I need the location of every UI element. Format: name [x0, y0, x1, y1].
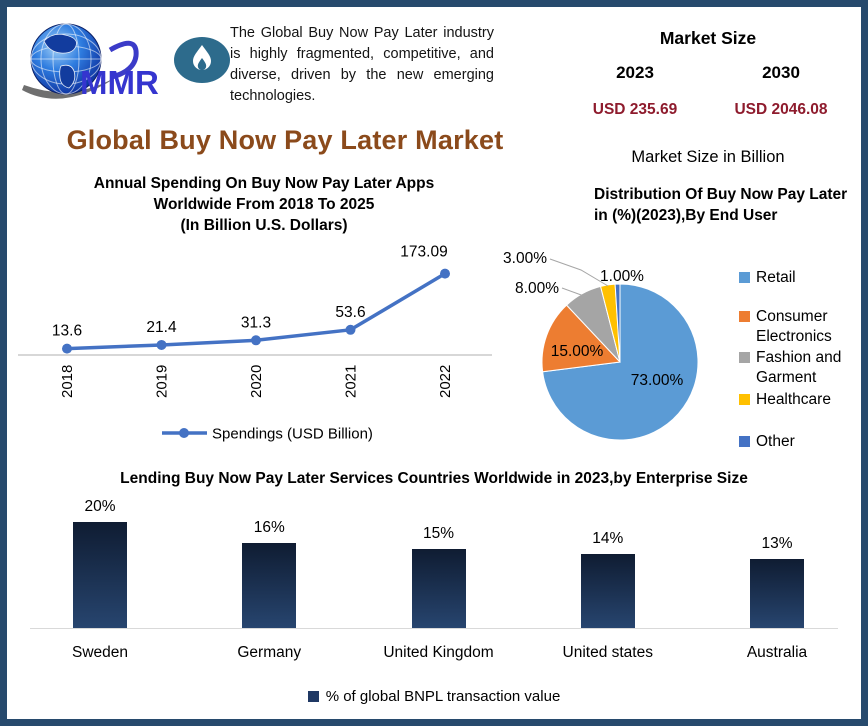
- pie-slice-other: [614, 283, 621, 363]
- line-data-label-2018: 13.6: [52, 323, 82, 340]
- bar-category-label-3: United states: [562, 644, 653, 661]
- logo-swirl: [108, 40, 139, 80]
- pie-legend-label: Fashion and Garment: [756, 349, 842, 386]
- bar-category-label-0: Sweden: [71, 644, 128, 661]
- line-chart: 13.6 2018 21.4 2019 31.3 2020 53.6 2021 173.09 20…: [18, 244, 492, 443]
- pie-data-label-0: 73.00%: [631, 372, 684, 389]
- pie-legend-item-healthcare: Healthcare: [739, 390, 858, 410]
- market-size-value-right: USD 2046.08: [734, 101, 828, 118]
- line-chart-title: Annual Spending On Buy Now Pay Later App…: [25, 173, 503, 236]
- bar-germany: [242, 543, 297, 628]
- line-x-tick-2018: 2018: [59, 365, 76, 398]
- bar-data-label-3: 14%: [592, 529, 624, 547]
- flame-badge: [174, 37, 230, 83]
- pie-legend-label: Other: [756, 433, 795, 450]
- pie-legend-marker: [739, 394, 750, 405]
- logo-swoosh: [22, 72, 124, 99]
- market-size-note: Market Size in Billion: [631, 148, 785, 166]
- pie-legend-marker: [739, 352, 750, 363]
- pie-legend-label: Consumer Electronics: [756, 308, 832, 345]
- line-data-label-2020: 31.3: [241, 314, 271, 331]
- bar-legend: % of global BNPL transaction value: [30, 688, 838, 705]
- bar-category-label-1: Germany: [237, 644, 302, 661]
- bar-category-label-4: Australia: [746, 644, 808, 661]
- logo-text: MMR: [80, 64, 159, 101]
- bar-category-label-2: United Kingdom: [383, 644, 494, 661]
- pie-leader-line-3: [549, 258, 609, 287]
- bar-sweden: [73, 522, 127, 628]
- flame-icon-inner: [197, 58, 207, 71]
- line-chart-title-2: Worldwide From 2018 To 2025: [153, 196, 375, 213]
- market-size-year-right: 2030: [762, 63, 800, 82]
- line-point-2018: [62, 343, 72, 354]
- market-size-title: Market Size: [659, 28, 757, 48]
- pie-legend-marker: [739, 272, 750, 283]
- flame-icon: [193, 45, 211, 70]
- globe-continent-north: [43, 33, 77, 54]
- bar-data-label-2: 15%: [422, 524, 455, 542]
- intro-text: The Global Buy Now Pay Later industry is…: [230, 25, 494, 104]
- mmr-logo: MMR: [22, 23, 159, 101]
- bar-united-states: [580, 553, 635, 628]
- pie-legend-item-retail: Retail: [739, 268, 858, 288]
- bar-chart: Lending Buy Now Pay Later Services Count…: [30, 462, 838, 719]
- pie-data-label-1: 15.00%: [551, 343, 604, 360]
- pie-legend: Retail Consumer Electronics Fashion and Ga…: [739, 238, 857, 452]
- bar-data-label-1: 16%: [253, 519, 285, 537]
- bar-united-kingdom: [411, 548, 466, 628]
- line-chart-title-3: (In Billion U.S. Dollars): [180, 217, 348, 234]
- page-title: Global Buy Now Pay Later Market: [66, 125, 504, 155]
- header-logos: MMR: [22, 23, 230, 101]
- line-point-2019: [156, 339, 167, 350]
- pie-legend-label: Retail: [756, 269, 796, 286]
- line-x-tick-2022: 2022: [437, 365, 454, 398]
- market-size-year-left: 2023: [616, 63, 654, 82]
- pie-chart-title-2: in (%)(2023),By End User: [594, 207, 778, 224]
- pie-chart: 73.00% 15.00% 8.00% 3.00% 1.00%: [503, 250, 699, 441]
- pie-slice-consumer-electronics: [541, 304, 622, 373]
- pie-legend-marker: [739, 311, 750, 322]
- line-x-tick-2020: 2020: [248, 365, 265, 398]
- line-data-label-2022: 173.09: [400, 244, 447, 261]
- line-legend-marker-point: [179, 428, 189, 438]
- bar-chart-title: Lending Buy Now Pay Later Services Count…: [120, 470, 748, 487]
- pie-chart-title: Distribution Of Buy Now Pay Later in (%)…: [594, 184, 852, 226]
- line-chart-title-1: Annual Spending On Buy Now Pay Later App…: [93, 175, 435, 192]
- pie-legend-item-fashion-and-garment: Fashion and Garment: [739, 348, 858, 388]
- pie-legend-label: Healthcare: [756, 391, 831, 408]
- pie-leader-line-2: [561, 287, 585, 297]
- line-point-2021: [345, 324, 356, 335]
- bar-australia: [750, 559, 804, 628]
- line-point-2022: [440, 268, 450, 279]
- market-size-value-left: USD 235.69: [592, 101, 678, 118]
- bar-legend-marker: [307, 691, 319, 702]
- bar-data-label-4: 13%: [761, 535, 793, 553]
- pie-legend-item-consumer-electronics: Consumer Electronics: [739, 307, 858, 347]
- pie-data-label-4: 1.00%: [600, 268, 644, 285]
- pie-data-label-2: 8.00%: [515, 280, 559, 297]
- line-x-tick-2019: 2019: [154, 365, 171, 398]
- bar-legend-label: % of global BNPL transaction value: [325, 688, 561, 705]
- line-data-label-2019: 21.4: [146, 319, 177, 336]
- pie-chart-title-1: Distribution Of Buy Now Pay Later: [594, 186, 848, 203]
- line-legend-label: Spendings (USD Billion): [212, 426, 373, 443]
- pie-legend-item-other: Other: [739, 432, 858, 452]
- pie-legend-marker: [739, 436, 750, 447]
- globe-continent-south: [59, 64, 76, 89]
- line-x-tick-2021: 2021: [343, 365, 360, 398]
- line-data-label-2021: 53.6: [335, 304, 365, 321]
- pie-data-label-3: 3.00%: [503, 250, 547, 267]
- line-point-2020: [251, 335, 261, 346]
- bar-axis-line: [30, 628, 838, 629]
- bar-data-label-0: 20%: [84, 498, 116, 515]
- market-size-panel: Market Size 2023 2030 USD 235.69 USD 204…: [562, 20, 854, 180]
